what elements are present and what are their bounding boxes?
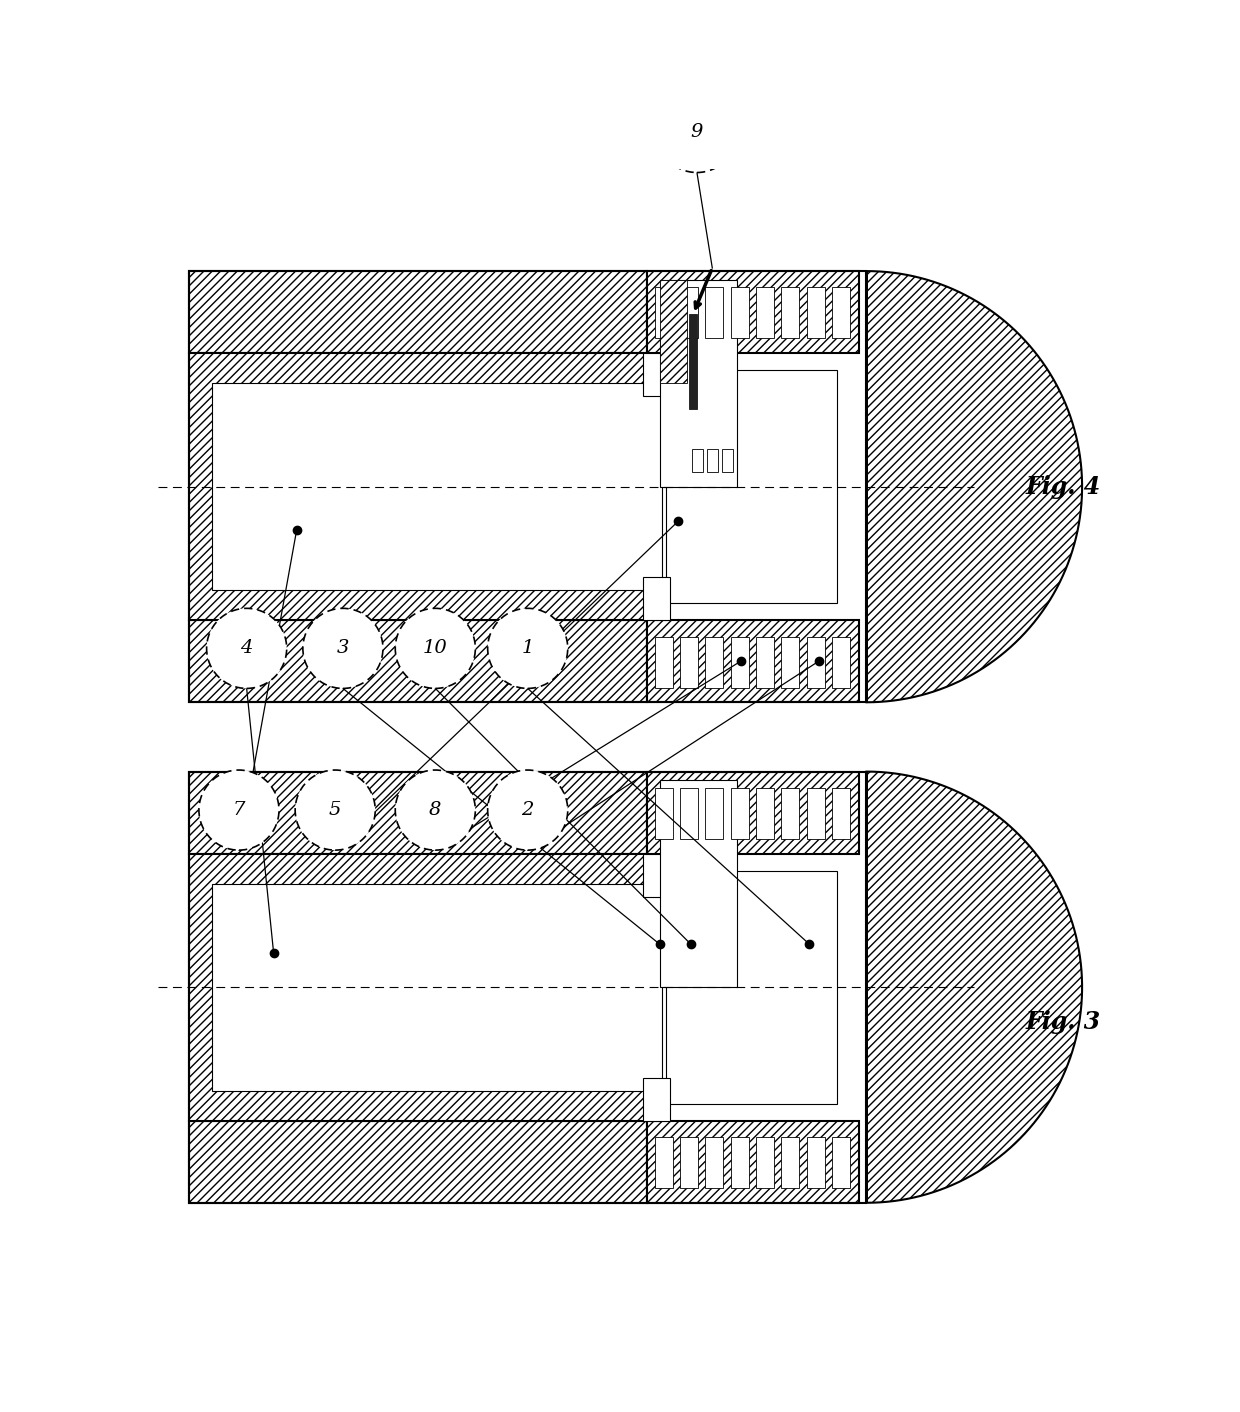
Circle shape xyxy=(303,609,383,689)
Bar xyxy=(212,383,662,590)
Bar xyxy=(188,353,647,620)
Bar xyxy=(660,280,738,487)
Bar xyxy=(806,1137,825,1187)
Bar xyxy=(756,788,774,839)
Bar xyxy=(706,637,723,688)
Text: 9: 9 xyxy=(691,123,703,141)
Circle shape xyxy=(207,609,286,689)
Polygon shape xyxy=(867,271,1083,702)
Circle shape xyxy=(198,770,279,850)
Circle shape xyxy=(487,770,568,850)
Text: 8: 8 xyxy=(429,801,441,819)
Circle shape xyxy=(657,92,737,172)
Bar xyxy=(806,637,825,688)
Bar xyxy=(706,288,723,339)
Circle shape xyxy=(295,770,376,850)
Bar xyxy=(756,1137,774,1187)
Text: 5: 5 xyxy=(329,801,341,819)
Bar xyxy=(188,853,647,1121)
Bar xyxy=(188,271,867,702)
Text: 7: 7 xyxy=(233,801,246,819)
Text: 10: 10 xyxy=(423,640,448,658)
Circle shape xyxy=(487,609,568,689)
Bar xyxy=(647,271,859,353)
Bar xyxy=(655,1137,673,1187)
Bar xyxy=(806,788,825,839)
Bar xyxy=(689,315,697,409)
Bar xyxy=(680,637,698,688)
Bar xyxy=(188,771,867,1203)
Bar xyxy=(722,449,733,472)
Text: Fig. 3: Fig. 3 xyxy=(1025,1010,1100,1034)
Bar xyxy=(781,788,800,839)
Bar xyxy=(188,1121,647,1203)
Bar xyxy=(655,637,673,688)
Bar xyxy=(655,788,673,839)
Bar xyxy=(188,271,647,353)
Bar xyxy=(781,288,800,339)
Bar xyxy=(644,1077,670,1121)
Bar xyxy=(647,1121,859,1203)
Bar xyxy=(781,637,800,688)
Bar xyxy=(756,288,774,339)
Text: Fig. 4: Fig. 4 xyxy=(1025,474,1100,498)
Text: 4: 4 xyxy=(241,640,253,658)
Bar xyxy=(680,1137,698,1187)
Bar xyxy=(730,288,749,339)
Text: 3: 3 xyxy=(337,640,350,658)
Bar xyxy=(832,788,851,839)
Bar xyxy=(832,288,851,339)
Bar xyxy=(832,637,851,688)
Bar xyxy=(644,578,670,620)
Bar xyxy=(647,620,859,702)
Circle shape xyxy=(396,770,475,850)
Polygon shape xyxy=(867,771,1083,1203)
Bar xyxy=(188,620,647,702)
Bar xyxy=(666,370,837,603)
Bar xyxy=(707,449,718,472)
Bar xyxy=(706,1137,723,1187)
Bar xyxy=(730,1137,749,1187)
Bar xyxy=(647,771,859,853)
Bar xyxy=(212,884,662,1090)
Circle shape xyxy=(396,609,475,689)
Bar xyxy=(644,853,670,897)
Text: 1: 1 xyxy=(522,640,534,658)
Bar xyxy=(188,771,647,853)
Bar xyxy=(756,637,774,688)
Bar xyxy=(644,353,670,397)
Bar xyxy=(660,280,687,383)
Bar xyxy=(706,788,723,839)
Bar xyxy=(680,788,698,839)
Bar xyxy=(655,288,673,339)
Bar xyxy=(730,788,749,839)
Bar xyxy=(692,449,703,472)
Bar xyxy=(680,288,698,339)
Bar xyxy=(660,781,738,987)
Bar xyxy=(832,1137,851,1187)
Bar xyxy=(781,1137,800,1187)
Text: 2: 2 xyxy=(522,801,534,819)
Bar xyxy=(666,871,837,1104)
Bar xyxy=(806,288,825,339)
Bar xyxy=(730,637,749,688)
